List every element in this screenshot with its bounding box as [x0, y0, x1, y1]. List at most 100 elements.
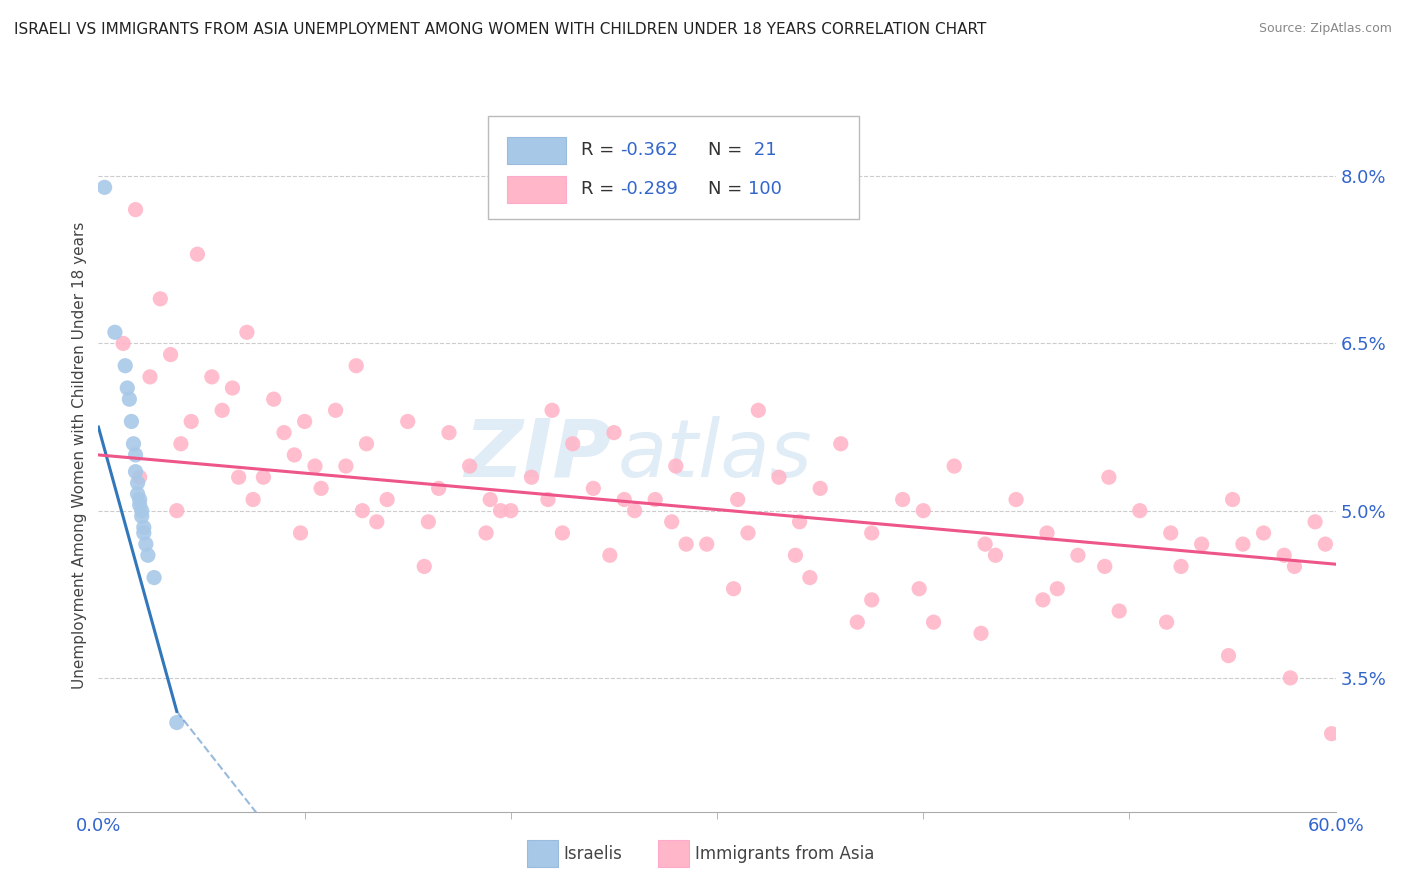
Point: [1222, 492, 1244, 507]
Point: [211, 403, 233, 417]
Point: [128, 492, 150, 507]
Point: [283, 448, 305, 462]
Point: [891, 492, 914, 507]
Point: [117, 381, 139, 395]
Point: [1218, 648, 1240, 663]
Point: [1005, 492, 1028, 507]
Point: [127, 475, 149, 490]
Point: [131, 509, 153, 524]
Point: [290, 526, 312, 541]
Point: [561, 436, 583, 450]
Point: [1046, 582, 1069, 596]
Point: [325, 403, 347, 417]
Point: [1129, 503, 1152, 517]
Point: [675, 537, 697, 551]
Y-axis label: Unemployment Among Women with Children Under 18 years: Unemployment Among Women with Children U…: [72, 221, 87, 689]
Point: [799, 571, 821, 585]
Point: [520, 470, 543, 484]
Point: [1320, 726, 1343, 740]
Point: [475, 526, 498, 541]
Point: [908, 582, 931, 596]
Point: [356, 436, 378, 450]
Point: [665, 458, 688, 473]
Point: [696, 537, 718, 551]
Point: [120, 414, 142, 429]
Point: [1315, 537, 1337, 551]
Text: ISRAELI VS IMMIGRANTS FROM ASIA UNEMPLOYMENT AMONG WOMEN WITH CHILDREN UNDER 18 : ISRAELI VS IMMIGRANTS FROM ASIA UNEMPLOY…: [14, 22, 987, 37]
Point: [132, 520, 155, 534]
Point: [458, 458, 481, 473]
Point: [1170, 559, 1192, 574]
Point: [93, 180, 115, 194]
Point: [789, 515, 811, 529]
Point: [139, 369, 162, 384]
Text: 21: 21: [748, 141, 776, 159]
Text: ZIP: ZIP: [464, 416, 612, 494]
Point: [974, 537, 997, 551]
Point: [143, 571, 166, 585]
Point: [201, 369, 224, 384]
Point: [304, 458, 326, 473]
Point: [273, 425, 295, 440]
Text: N =: N =: [709, 180, 742, 198]
Text: -0.362: -0.362: [620, 141, 679, 159]
Point: [970, 626, 993, 640]
Point: [252, 470, 274, 484]
Point: [922, 615, 945, 630]
Point: [128, 498, 150, 512]
Point: [1303, 515, 1326, 529]
Point: [228, 470, 250, 484]
Point: [344, 359, 367, 373]
Point: [1160, 526, 1182, 541]
Point: [808, 481, 831, 495]
Point: [1279, 671, 1302, 685]
Point: [723, 582, 745, 596]
Point: [236, 325, 259, 339]
Text: N =: N =: [709, 141, 742, 159]
Point: [375, 492, 398, 507]
Point: [124, 448, 146, 462]
FancyBboxPatch shape: [488, 116, 859, 219]
Point: [860, 526, 883, 541]
Point: [413, 559, 436, 574]
Point: [309, 481, 332, 495]
Point: [122, 436, 145, 450]
Point: [124, 465, 146, 479]
Point: [1032, 592, 1054, 607]
Point: [159, 347, 181, 362]
FancyBboxPatch shape: [506, 136, 567, 164]
Point: [860, 592, 883, 607]
Point: [1191, 537, 1213, 551]
Point: [166, 715, 188, 730]
Point: [263, 392, 285, 407]
FancyBboxPatch shape: [506, 176, 567, 203]
Point: [830, 436, 852, 450]
Point: [1094, 559, 1116, 574]
Point: [1098, 470, 1121, 484]
Text: R =: R =: [581, 180, 620, 198]
Point: [499, 503, 522, 517]
Point: [1284, 559, 1306, 574]
Point: [984, 548, 1007, 563]
Point: [537, 492, 560, 507]
Text: Immigrants from Asia: Immigrants from Asia: [695, 845, 875, 863]
Point: [104, 325, 127, 339]
Point: [437, 425, 460, 440]
Point: [1232, 537, 1254, 551]
Text: R =: R =: [581, 141, 620, 159]
Text: atlas: atlas: [619, 416, 813, 494]
Text: -0.289: -0.289: [620, 180, 679, 198]
Point: [352, 503, 374, 517]
Point: [613, 492, 636, 507]
Point: [170, 436, 193, 450]
Point: [661, 515, 683, 529]
Point: [1272, 548, 1295, 563]
Point: [1108, 604, 1130, 618]
Point: [396, 414, 419, 429]
Point: [623, 503, 645, 517]
Point: [603, 425, 626, 440]
Point: [127, 487, 149, 501]
Point: [124, 202, 146, 217]
Point: [479, 492, 502, 507]
Point: [149, 292, 172, 306]
